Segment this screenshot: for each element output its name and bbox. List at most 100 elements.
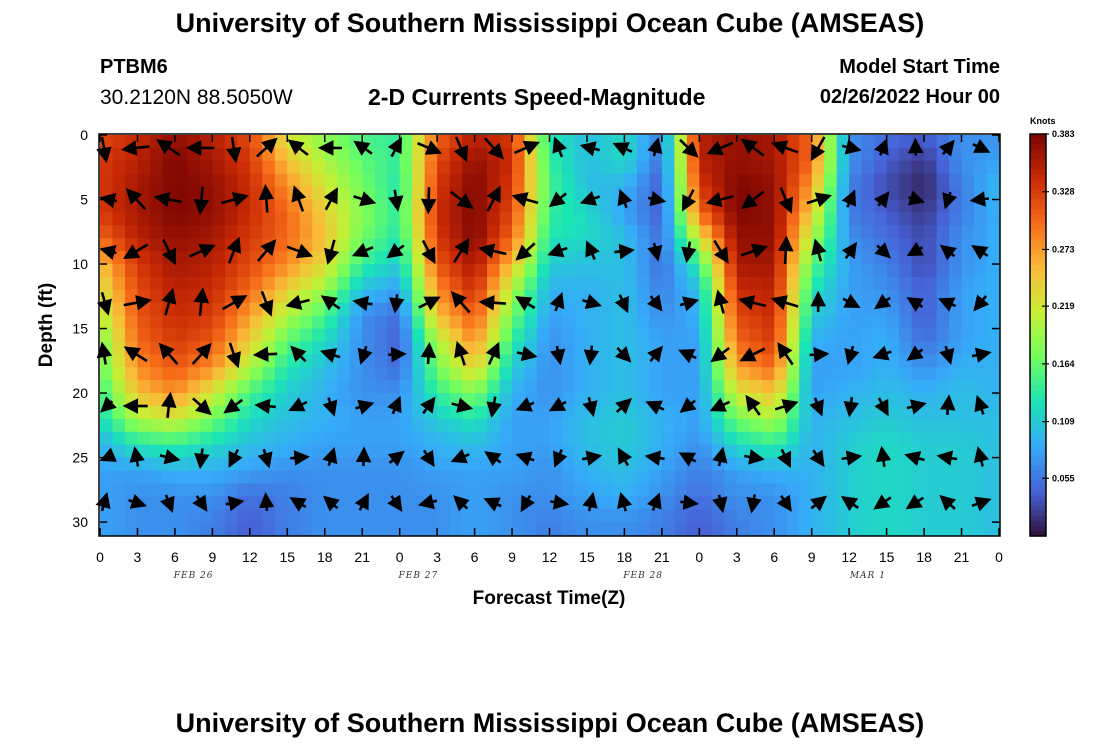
heatmap-cell (512, 483, 526, 497)
heatmap-cell (349, 444, 363, 459)
colorbar-segment (1030, 525, 1046, 532)
current-arrow (454, 340, 469, 366)
heatmap-cell (199, 225, 213, 239)
heatmap-cell (299, 160, 313, 175)
heatmap-cell (274, 199, 288, 214)
heatmap-cell (399, 444, 413, 459)
heatmap-cell (736, 276, 750, 291)
colorbar-segment (1030, 224, 1046, 231)
heatmap-cell (861, 418, 875, 433)
heatmap-cell (237, 509, 251, 523)
heatmap-cell (187, 405, 201, 420)
heatmap-cell (599, 302, 613, 317)
current-arrow (417, 494, 438, 510)
heatmap-cell (599, 238, 613, 252)
heatmap-cell (187, 135, 201, 149)
heatmap-cell (974, 380, 988, 394)
heatmap-cell (487, 328, 501, 343)
heatmap-cell (512, 418, 526, 433)
heatmap-cell (412, 380, 426, 394)
heatmap-cell (324, 173, 338, 188)
heatmap-cell (112, 418, 126, 433)
y-tick-label: 10 (72, 256, 88, 272)
heatmap-cell (799, 264, 813, 278)
heatmap-cell (699, 431, 713, 446)
heatmap-cell (462, 470, 476, 484)
heatmap-cell (661, 483, 675, 497)
heatmap-cell (537, 328, 551, 343)
heatmap-cell (774, 470, 788, 484)
heatmap-cell (849, 160, 863, 175)
heatmap-cell (399, 328, 413, 343)
heatmap-cell (949, 212, 963, 226)
heatmap-cell (611, 457, 626, 472)
heatmap-cell (287, 212, 301, 226)
heatmap-cell (499, 431, 513, 446)
heatmap-cell (824, 509, 838, 523)
heatmap-cell (237, 431, 251, 446)
heatmap-cell (474, 135, 488, 149)
heatmap-cell (512, 135, 526, 149)
heatmap-cell (961, 380, 975, 394)
heatmap-cell (561, 470, 576, 484)
heatmap-cell (274, 212, 288, 226)
heatmap-cell (561, 289, 576, 304)
heatmap-cell (824, 418, 838, 433)
heatmap-cell (811, 431, 825, 446)
heatmap-cell (474, 251, 488, 265)
heatmap-cell (337, 328, 351, 343)
current-arrow (681, 189, 697, 212)
heatmap-cell (586, 328, 601, 343)
heatmap-cell (924, 405, 938, 420)
heatmap-cell (811, 264, 825, 278)
heatmap-cell (374, 522, 388, 536)
heatmap-cell (799, 483, 813, 497)
heatmap-cell (249, 212, 263, 226)
heatmap-cell (611, 212, 626, 226)
heatmap-cell (499, 444, 513, 459)
heatmap-cell (174, 328, 189, 343)
heatmap-cell (462, 367, 476, 381)
heatmap-cell (736, 186, 750, 201)
heatmap-cell (661, 328, 675, 343)
heatmap-cell (861, 444, 875, 459)
heatmap-cell (786, 238, 800, 252)
heatmap-cell (849, 367, 863, 381)
heatmap-cell (287, 199, 301, 214)
heatmap-cell (824, 212, 838, 226)
heatmap-cell (761, 496, 775, 510)
heatmap-cell (312, 393, 326, 407)
current-arrow (810, 495, 828, 512)
heatmap-cell (974, 173, 988, 188)
heatmap-cell (312, 367, 326, 381)
heatmap-cell (149, 147, 164, 162)
heatmap-cell (149, 199, 164, 214)
heatmap-cell (174, 302, 189, 317)
heatmap-cell (749, 212, 763, 226)
heatmap-cell (412, 160, 426, 175)
current-arrow (938, 297, 957, 312)
x-tick-label: 21 (654, 549, 670, 565)
heatmap-cell (412, 173, 426, 188)
heatmap-cell (337, 509, 351, 523)
heatmap-cell (287, 522, 301, 536)
heatmap-cell (599, 444, 613, 459)
heatmap-cell (636, 380, 650, 394)
heatmap-cell (749, 225, 763, 239)
heatmap-cell (974, 418, 988, 433)
current-arrow (416, 140, 443, 155)
heatmap-cell (936, 302, 950, 317)
heatmap-cell (636, 199, 650, 214)
heatmap-cell (524, 251, 538, 265)
heatmap-cell (824, 470, 838, 484)
heatmap-cell (187, 418, 201, 433)
heatmap-cell (337, 444, 351, 459)
colorbar-segment (1030, 309, 1046, 316)
heatmap-cell (649, 328, 663, 343)
heatmap-cell (412, 289, 426, 304)
heatmap-cell (374, 173, 388, 188)
heatmap-cell (249, 135, 263, 149)
heatmap-cell (187, 302, 201, 317)
